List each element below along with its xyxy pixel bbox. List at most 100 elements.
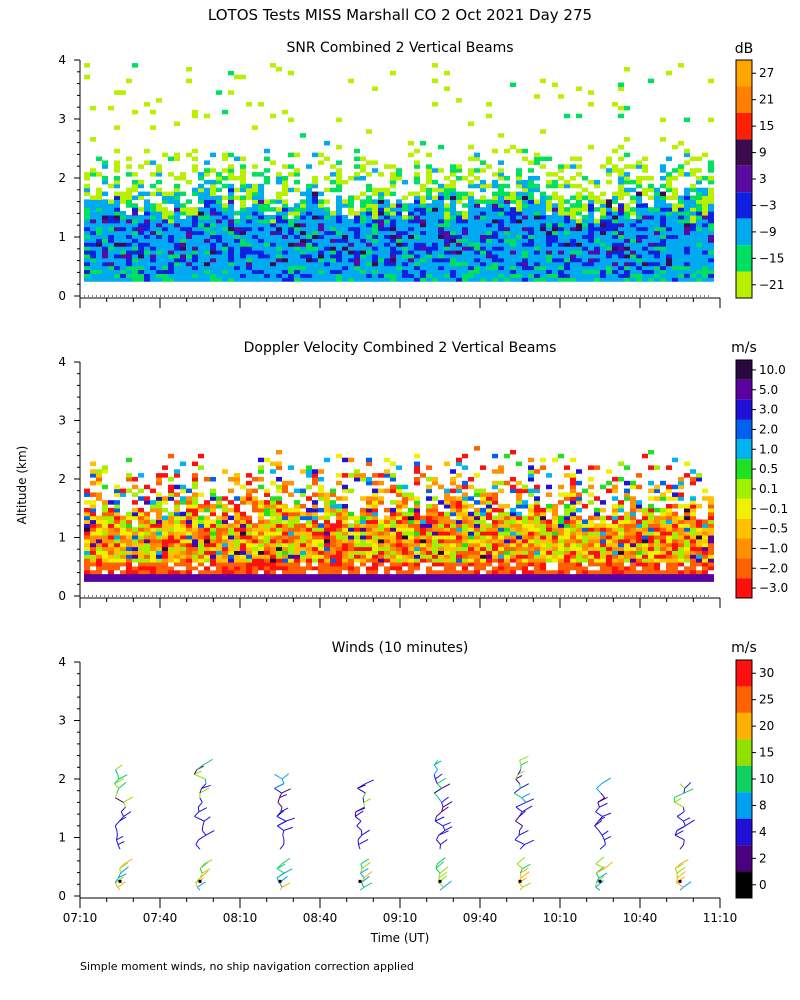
snr-cell bbox=[690, 253, 696, 259]
snr-cell bbox=[336, 144, 342, 150]
snr-cell bbox=[354, 218, 360, 224]
doppler-cell bbox=[294, 561, 300, 567]
doppler-cell bbox=[90, 515, 96, 521]
snr-cell bbox=[660, 222, 666, 228]
doppler-cell bbox=[150, 523, 156, 528]
doppler-cell bbox=[492, 515, 498, 521]
doppler-cell bbox=[192, 496, 198, 501]
doppler-cell bbox=[570, 558, 576, 563]
doppler-cell bbox=[204, 577, 210, 582]
doppler-cell bbox=[366, 538, 372, 544]
snr-cell bbox=[666, 183, 672, 189]
doppler-cell bbox=[126, 573, 132, 579]
snr-cell bbox=[180, 234, 186, 239]
snr-cell bbox=[546, 238, 552, 243]
snr-cell bbox=[450, 273, 456, 278]
snr-cell bbox=[120, 242, 126, 247]
snr-cell bbox=[414, 222, 420, 228]
doppler-cell bbox=[378, 534, 384, 540]
snr-cell bbox=[648, 230, 654, 236]
snr-cell bbox=[690, 249, 696, 255]
snr-cell bbox=[270, 246, 276, 251]
doppler-cell bbox=[210, 546, 216, 551]
snr-cell bbox=[114, 234, 120, 239]
doppler-cell bbox=[318, 554, 324, 559]
doppler-cell bbox=[360, 558, 366, 563]
snr-cell bbox=[444, 226, 450, 232]
doppler-cell bbox=[390, 519, 396, 524]
doppler-cell bbox=[444, 565, 450, 571]
snr-cell bbox=[594, 195, 600, 200]
snr-cell bbox=[210, 277, 216, 282]
doppler-cell bbox=[516, 527, 522, 532]
snr-cell bbox=[612, 261, 618, 267]
snr-cell bbox=[318, 273, 324, 278]
doppler-cell bbox=[216, 500, 222, 505]
snr-cell bbox=[612, 148, 618, 154]
snr-cell bbox=[324, 187, 330, 193]
snr-cell bbox=[180, 269, 186, 274]
doppler-cell bbox=[306, 507, 312, 513]
snr-cell bbox=[684, 249, 690, 255]
snr-cell bbox=[90, 222, 96, 228]
snr-cell bbox=[534, 222, 540, 228]
snr-cell bbox=[138, 207, 144, 212]
doppler-cell bbox=[534, 519, 540, 524]
doppler-cell bbox=[600, 550, 606, 555]
doppler-cell bbox=[252, 531, 258, 536]
snr-cell bbox=[276, 172, 282, 177]
snr-cell bbox=[354, 176, 360, 181]
snr-cell bbox=[90, 211, 96, 216]
snr-cell bbox=[402, 246, 408, 251]
snr-cell bbox=[528, 191, 534, 197]
doppler-cell bbox=[162, 515, 168, 521]
snr-cell bbox=[180, 172, 186, 177]
snr-cell bbox=[696, 226, 702, 232]
snr-cell bbox=[462, 242, 468, 247]
snr-cell bbox=[516, 172, 522, 177]
snr-cell bbox=[636, 211, 642, 216]
doppler-cell bbox=[198, 523, 204, 528]
snr-cell bbox=[576, 226, 582, 232]
snr-cell bbox=[648, 261, 654, 267]
snr-cell bbox=[144, 246, 150, 251]
snr-cell bbox=[198, 226, 204, 232]
doppler-cell bbox=[432, 531, 438, 536]
snr-cell bbox=[702, 265, 708, 271]
doppler-cell bbox=[318, 534, 324, 540]
snr-cell bbox=[246, 238, 252, 243]
snr-cell bbox=[126, 277, 132, 282]
doppler-cell bbox=[378, 565, 384, 571]
snr-cell bbox=[624, 105, 630, 111]
snr-cell bbox=[438, 242, 444, 247]
snr-cell bbox=[576, 183, 582, 189]
snr-cell bbox=[600, 191, 606, 197]
doppler-cell bbox=[180, 538, 186, 544]
doppler-cell bbox=[630, 538, 636, 544]
doppler-cell bbox=[288, 573, 294, 579]
doppler-cell bbox=[558, 573, 564, 579]
snr-cell bbox=[528, 195, 534, 200]
snr-cell bbox=[252, 199, 258, 204]
snr-cell bbox=[282, 199, 288, 204]
snr-cell bbox=[360, 164, 366, 169]
doppler-cell bbox=[156, 511, 162, 517]
snr-cell bbox=[666, 261, 672, 267]
doppler-cell bbox=[342, 457, 348, 463]
snr-cell bbox=[108, 222, 114, 228]
snr-cell bbox=[564, 261, 570, 267]
doppler-cell bbox=[204, 565, 210, 571]
doppler-cell bbox=[576, 507, 582, 513]
snr-cell bbox=[372, 253, 378, 259]
snr-cell bbox=[660, 214, 666, 220]
snr-cell bbox=[222, 203, 228, 208]
snr-cell bbox=[702, 242, 708, 247]
snr-cell bbox=[612, 191, 618, 197]
snr-cell bbox=[690, 238, 696, 243]
snr-cell bbox=[480, 226, 486, 232]
doppler-cell bbox=[636, 504, 642, 509]
snr-cell bbox=[534, 152, 540, 158]
snr-cell bbox=[354, 269, 360, 274]
snr-cell bbox=[138, 183, 144, 189]
snr-cell bbox=[600, 234, 606, 239]
